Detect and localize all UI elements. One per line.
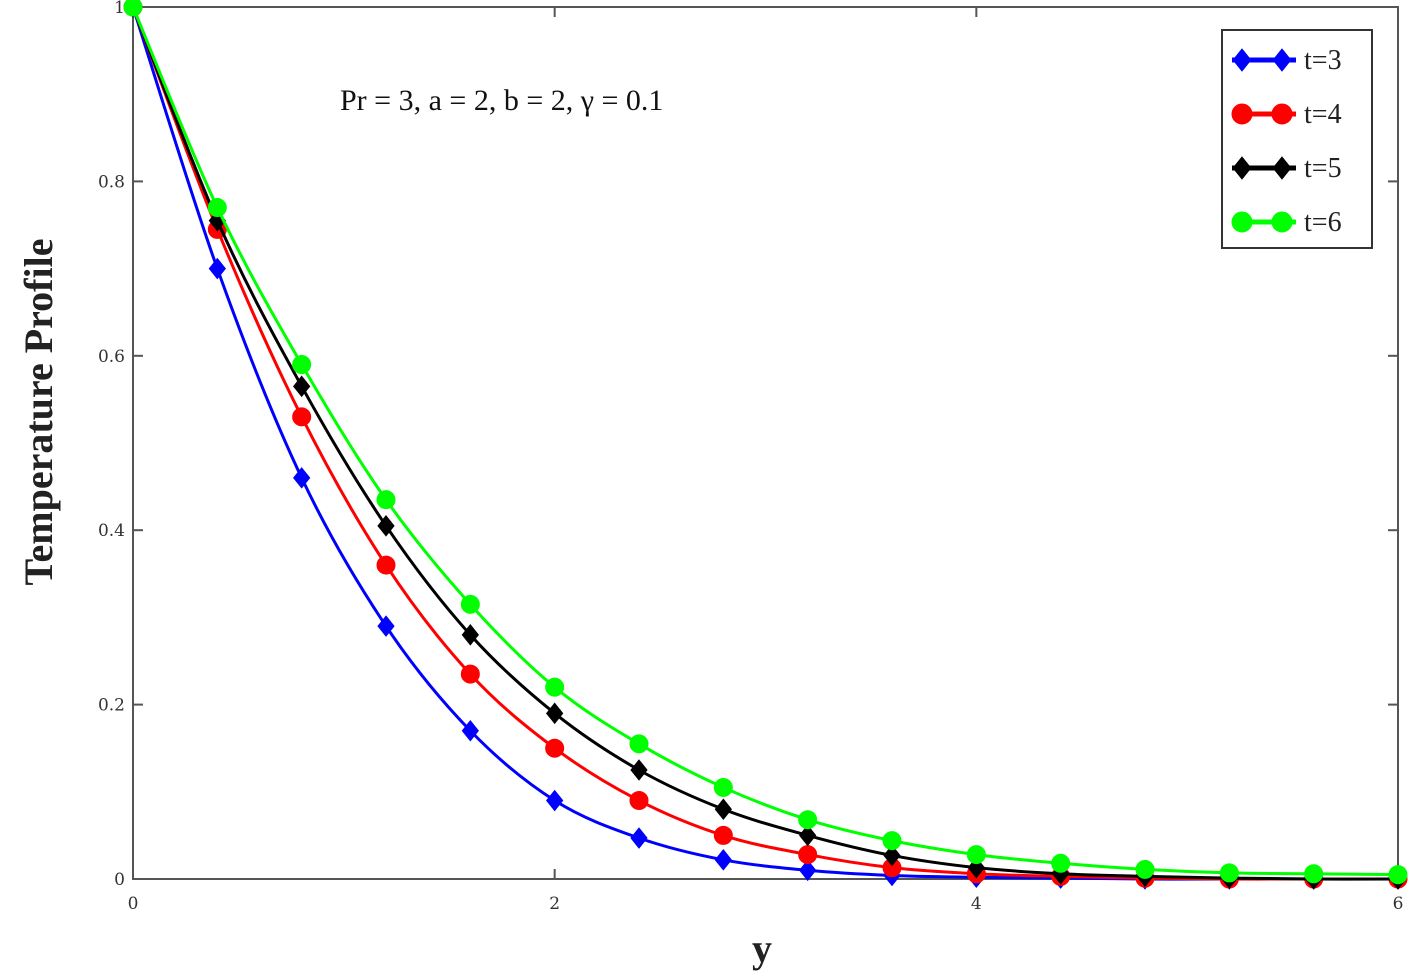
data-point-t=5	[714, 798, 732, 821]
legend-items: t=3 t=4 t=5 t=6	[1231, 45, 1342, 238]
series-t=5	[124, 0, 1407, 890]
data-point-t=3	[546, 789, 564, 812]
parameter-annotation: Pr = 3, a = 2, b = 2, γ = 0.1	[340, 84, 663, 117]
y-axis-title: Temperature Profile	[16, 239, 61, 586]
data-point-t=6	[966, 845, 986, 865]
data-point-t=6	[1388, 865, 1408, 885]
data-point-t=4	[545, 738, 565, 758]
y-tick-label: 0.8	[98, 172, 125, 192]
data-point-t=6	[798, 810, 818, 830]
legend-marker	[1232, 48, 1252, 72]
series-line-t=6	[131, 6, 1399, 877]
data-point-t=4	[460, 664, 480, 684]
data-point-t=6	[1304, 864, 1324, 884]
legend-item-t=5: t=5	[1232, 153, 1342, 184]
data-point-t=3	[630, 827, 648, 849]
legend-box	[1221, 29, 1373, 249]
y-tick-label: 0.4	[98, 521, 125, 541]
y-tick-label: 0.2	[98, 696, 125, 716]
data-point-t=5	[377, 515, 395, 537]
legend-marker	[1231, 103, 1253, 125]
data-point-t=6	[123, 0, 143, 17]
series-layer	[123, 0, 1408, 890]
legend-label: t=6	[1304, 207, 1342, 238]
data-point-t=4	[292, 407, 312, 427]
legend-marker	[1271, 211, 1293, 233]
legend: t=3 t=4 t=5 t=6	[1221, 29, 1373, 249]
legend-marker	[1272, 48, 1292, 72]
x-tick-label: 2	[549, 894, 560, 914]
data-point-t=6	[1219, 863, 1239, 883]
x-axis-title: y	[752, 926, 772, 971]
data-point-t=5	[546, 702, 564, 725]
legend-marker	[1271, 103, 1293, 125]
legend-label: t=5	[1304, 153, 1342, 184]
data-point-t=6	[713, 777, 733, 797]
plot-frame	[132, 6, 1399, 880]
legend-label: t=4	[1304, 99, 1342, 130]
data-point-t=6	[629, 734, 649, 754]
x-tick-label: 0	[128, 894, 139, 914]
data-point-t=3	[377, 615, 395, 637]
data-point-t=3	[799, 859, 817, 882]
series-line-t=5	[131, 6, 1399, 881]
data-point-t=6	[545, 677, 565, 697]
series-line-t=3	[131, 6, 1398, 881]
legend-marker	[1272, 156, 1292, 180]
data-point-t=3	[714, 849, 732, 871]
data-point-t=6	[460, 594, 480, 614]
data-point-t=6	[1051, 853, 1071, 873]
data-point-t=5	[293, 375, 311, 398]
data-point-t=6	[376, 490, 396, 510]
data-point-t=4	[713, 825, 733, 845]
legend-marker	[1232, 156, 1252, 180]
series-t=4	[123, 0, 1408, 889]
y-tick-label: 0	[114, 870, 125, 890]
data-point-t=4	[798, 845, 818, 865]
data-point-t=6	[207, 198, 227, 218]
data-point-t=4	[376, 555, 396, 575]
data-point-t=4	[629, 791, 649, 811]
legend-item-t=6: t=6	[1231, 207, 1342, 238]
y-tick-label: 1	[114, 0, 125, 18]
data-point-t=6	[1135, 859, 1155, 879]
x-tick-label: 4	[971, 894, 982, 914]
legend-label: t=3	[1304, 45, 1342, 76]
legend-item-t=4: t=4	[1231, 99, 1342, 130]
data-point-t=5	[461, 624, 479, 646]
series-line-t=4	[131, 6, 1398, 881]
tick-labels: 0 2 4 6 0 0.2 0.4 0.6 0.8 1	[98, 0, 1403, 914]
legend-marker	[1231, 211, 1253, 233]
data-point-t=3	[208, 257, 226, 280]
data-point-t=5	[630, 759, 648, 781]
data-point-t=6	[882, 831, 902, 851]
legend-item-t=3: t=3	[1232, 45, 1342, 76]
y-tick-label: 0.6	[98, 347, 125, 367]
data-point-t=3	[461, 719, 479, 742]
series-t=6	[123, 0, 1408, 885]
data-point-t=5	[799, 824, 817, 847]
data-point-t=5	[883, 844, 901, 867]
x-tick-label: 6	[1393, 894, 1404, 914]
data-point-t=3	[293, 467, 311, 489]
axis-ticks	[132, 6, 1399, 880]
data-point-t=6	[292, 355, 312, 375]
